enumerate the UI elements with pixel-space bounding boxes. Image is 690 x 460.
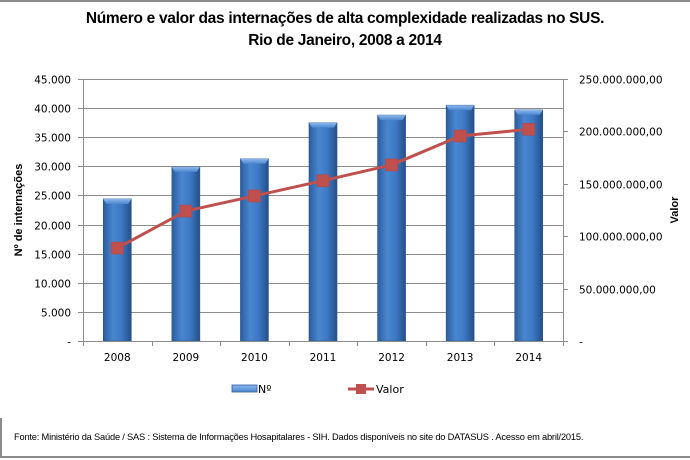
- y-left-tick-label: 5.000: [41, 308, 71, 320]
- y-left-tick-label: 45.000: [34, 75, 71, 87]
- bar-2012: [377, 114, 406, 342]
- valor-point-2014: [522, 123, 535, 136]
- y-left-tick-label: 15.000: [34, 250, 71, 262]
- x-tick-label: 2009: [172, 352, 199, 364]
- y-left-tick-label: 35.000: [34, 133, 71, 145]
- bar-bevel: [103, 198, 132, 204]
- footnote-box: [0, 418, 690, 458]
- bar: [240, 158, 269, 342]
- x-tick-label: 2011: [310, 352, 337, 364]
- bar-bevel: [309, 122, 337, 128]
- bar-bevel: [514, 109, 543, 115]
- legend: Nº Valor: [231, 383, 404, 396]
- chart-title: Número e valor das internações de alta c…: [85, 10, 605, 27]
- x-tick-label: 2008: [104, 352, 131, 364]
- y-right-tick-label: 50.000.000,00: [579, 285, 656, 297]
- y-right-tick-label: 150.000.000,00: [579, 180, 663, 192]
- legend-bar-label: Nº: [258, 383, 271, 396]
- x-tick-label: 2013: [447, 352, 474, 364]
- y-left-tick-label: 20.000: [34, 221, 71, 233]
- y-left-tick-label: -: [67, 337, 71, 349]
- valor-point-2010: [248, 189, 261, 203]
- legend-item-bars: Nº: [231, 383, 271, 396]
- bar: [102, 198, 132, 342]
- bar: [445, 104, 475, 342]
- line-series: [111, 123, 535, 255]
- legend-line-marker: [356, 384, 366, 394]
- bar-bevel: [171, 166, 200, 172]
- bar-series: [102, 104, 544, 342]
- axes: [78, 79, 568, 346]
- x-tick-label: 2014: [515, 352, 542, 364]
- y-right-tick-label: 200.000.000,00: [579, 127, 663, 139]
- bar-2009: [171, 166, 201, 342]
- y-left-tick-label: 25.000: [34, 191, 71, 203]
- bar-2011: [308, 122, 338, 342]
- y-axis-left-title: Nº de internações: [13, 164, 25, 257]
- bar-bevel: [446, 105, 475, 111]
- bar-2008: [102, 198, 132, 342]
- y-right-tick-label: 250.000.000,00: [579, 75, 663, 87]
- bar-2014: [514, 109, 544, 342]
- tick-labels: - 5.000 10.000 15.000 20.000 25.000 30.000 35.0…: [34, 75, 662, 365]
- valor-point-2008: [111, 241, 124, 255]
- y-right-tick-label: -: [579, 337, 583, 349]
- x-tick-label: 2012: [378, 352, 405, 364]
- bar-2013: [445, 104, 475, 342]
- x-tick-label: 2010: [241, 352, 268, 364]
- bar-bevel: [377, 115, 406, 121]
- y-left-tick-label: 10.000: [34, 279, 71, 291]
- bar-2010: [240, 158, 269, 342]
- legend-line-label: Valor: [376, 383, 404, 396]
- chart-title-block: Número e valor das internações de alta c…: [0, 8, 690, 52]
- bar: [308, 122, 338, 342]
- bar-bevel: [240, 158, 269, 164]
- y-axis-right-title: Valor: [669, 196, 681, 224]
- chart-subtitle: Rio de Janeiro, 2008 a 2014: [248, 32, 442, 49]
- y-left-tick-label: 30.000: [34, 162, 71, 174]
- legend-bar-swatch: [231, 384, 258, 393]
- valor-point-2011: [316, 174, 330, 187]
- legend-item-line: Valor: [348, 383, 404, 396]
- bar: [514, 109, 544, 342]
- source-footnote: Fonte: Ministério da Saúde / SAS : Siste…: [14, 432, 584, 442]
- top-border: [0, 0, 690, 2]
- valor-point-2013: [453, 129, 467, 143]
- bar: [171, 166, 201, 342]
- valor-point-2012: [385, 158, 398, 172]
- bar: [377, 114, 406, 342]
- valor-point-2009: [179, 204, 193, 218]
- y-right-tick-label: 100.000.000,00: [579, 232, 663, 244]
- y-left-tick-label: 40.000: [34, 104, 71, 116]
